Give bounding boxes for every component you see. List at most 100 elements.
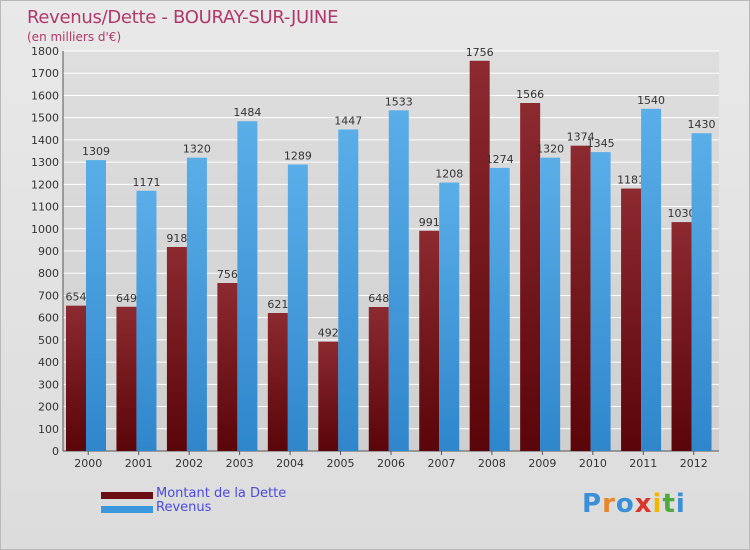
logo-letter: x — [634, 489, 653, 519]
data-label: 1171 — [132, 176, 160, 189]
data-label: 1320 — [536, 143, 564, 156]
x-tick-label: 2001 — [125, 457, 153, 470]
x-tick-label: 2007 — [427, 457, 455, 470]
legend-label-revenus: Revenus — [156, 500, 212, 515]
x-tick-label: 2000 — [74, 457, 102, 470]
bar-dette — [570, 145, 591, 451]
data-label: 1430 — [688, 118, 716, 131]
x-tick-label: 2006 — [377, 457, 405, 470]
data-label: 1208 — [435, 168, 463, 181]
data-label: 1540 — [637, 94, 665, 107]
bar-dette — [318, 341, 339, 451]
bar-dette — [116, 306, 137, 451]
logo-letter: P — [582, 489, 603, 519]
data-label: 1345 — [587, 137, 615, 150]
y-tick-label: 1400 — [31, 134, 59, 147]
data-label: 1289 — [284, 150, 312, 163]
bar-dette — [368, 307, 389, 451]
bar-revenus — [287, 164, 308, 452]
x-tick-label: 2003 — [226, 457, 254, 470]
bar-dette — [469, 60, 490, 452]
y-tick-label: 800 — [38, 267, 59, 280]
data-label: 756 — [217, 268, 238, 281]
proxiti-logo: Proxiti — [582, 489, 686, 519]
data-label: 648 — [368, 292, 389, 305]
bar-revenus — [186, 157, 207, 451]
y-tick-label: 500 — [38, 334, 59, 347]
y-tick-label: 100 — [38, 423, 59, 436]
data-label: 1309 — [82, 145, 110, 158]
y-tick-label: 1500 — [31, 112, 59, 125]
x-tick-label: 2005 — [327, 457, 355, 470]
data-label: 1274 — [486, 153, 514, 166]
y-tick-label: 200 — [38, 401, 59, 414]
bar-revenus — [136, 190, 157, 451]
logo-letter: r — [602, 489, 616, 519]
bar-dette — [419, 230, 440, 451]
bar-dette — [671, 222, 692, 451]
data-label: 918 — [166, 232, 187, 245]
y-tick-label: 1200 — [31, 178, 59, 191]
logo-letter: t — [662, 489, 676, 519]
data-label: 1374 — [567, 131, 595, 144]
y-tick-label: 1000 — [31, 223, 59, 236]
bar-revenus — [489, 167, 510, 451]
y-tick-label: 700 — [38, 289, 59, 302]
x-tick-label: 2002 — [175, 457, 203, 470]
y-tick-label: 600 — [38, 312, 59, 325]
y-tick-label: 1600 — [31, 89, 59, 102]
y-tick-label: 1800 — [31, 45, 59, 58]
x-tick-label: 2008 — [478, 457, 506, 470]
bar-dette — [267, 313, 288, 451]
bar-revenus — [641, 108, 662, 452]
data-label: 1447 — [334, 114, 362, 127]
data-label: 492 — [318, 327, 339, 340]
bar-dette — [66, 305, 86, 451]
y-tick-label: 400 — [38, 356, 59, 369]
bar-revenus — [86, 160, 106, 451]
x-tick-label: 2012 — [680, 457, 708, 470]
data-label: 1533 — [385, 95, 413, 108]
y-tick-label: 900 — [38, 245, 59, 258]
data-label: 1320 — [183, 143, 211, 156]
bar-revenus — [590, 152, 611, 451]
data-label: 649 — [116, 292, 137, 305]
chart-title: Revenus/Dette - BOURAY-SUR-JUINE — [27, 7, 339, 28]
bar-revenus — [237, 121, 258, 451]
y-tick-label: 1700 — [31, 67, 59, 80]
logo-letter: o — [615, 489, 635, 519]
legend-label-dette: Montant de la Dette — [156, 486, 287, 501]
legend-swatch-dette — [101, 492, 153, 499]
logo-letter: i — [675, 489, 686, 519]
y-tick-label: 0 — [52, 445, 59, 458]
data-label: 654 — [66, 291, 87, 304]
bar-revenus — [691, 133, 712, 451]
bar-dette — [217, 283, 238, 451]
chart-subtitle: (en milliers d'€) — [27, 30, 122, 44]
x-tick-label: 2010 — [579, 457, 607, 470]
data-label: 1181 — [617, 174, 645, 187]
data-label: 1756 — [466, 46, 494, 59]
logo-letter: i — [652, 489, 663, 519]
x-tick-label: 2004 — [276, 457, 304, 470]
bar-dette — [520, 103, 541, 451]
data-label: 1566 — [516, 88, 544, 101]
y-tick-label: 1100 — [31, 201, 59, 214]
bar-dette — [621, 188, 642, 452]
x-tick-label: 2009 — [528, 457, 556, 470]
x-tick-label: 2011 — [629, 457, 657, 470]
y-tick-label: 300 — [38, 378, 59, 391]
data-label: 1030 — [668, 207, 696, 220]
data-label: 991 — [419, 216, 440, 229]
bar-revenus — [338, 129, 359, 451]
bar-revenus — [540, 157, 561, 451]
y-tick-label: 1300 — [31, 156, 59, 169]
data-label: 621 — [267, 298, 288, 311]
legend-swatch-revenus — [101, 506, 153, 513]
bar-revenus — [439, 182, 460, 452]
bar-dette — [166, 247, 187, 451]
data-label: 1484 — [233, 106, 261, 119]
bar-revenus — [388, 110, 409, 451]
